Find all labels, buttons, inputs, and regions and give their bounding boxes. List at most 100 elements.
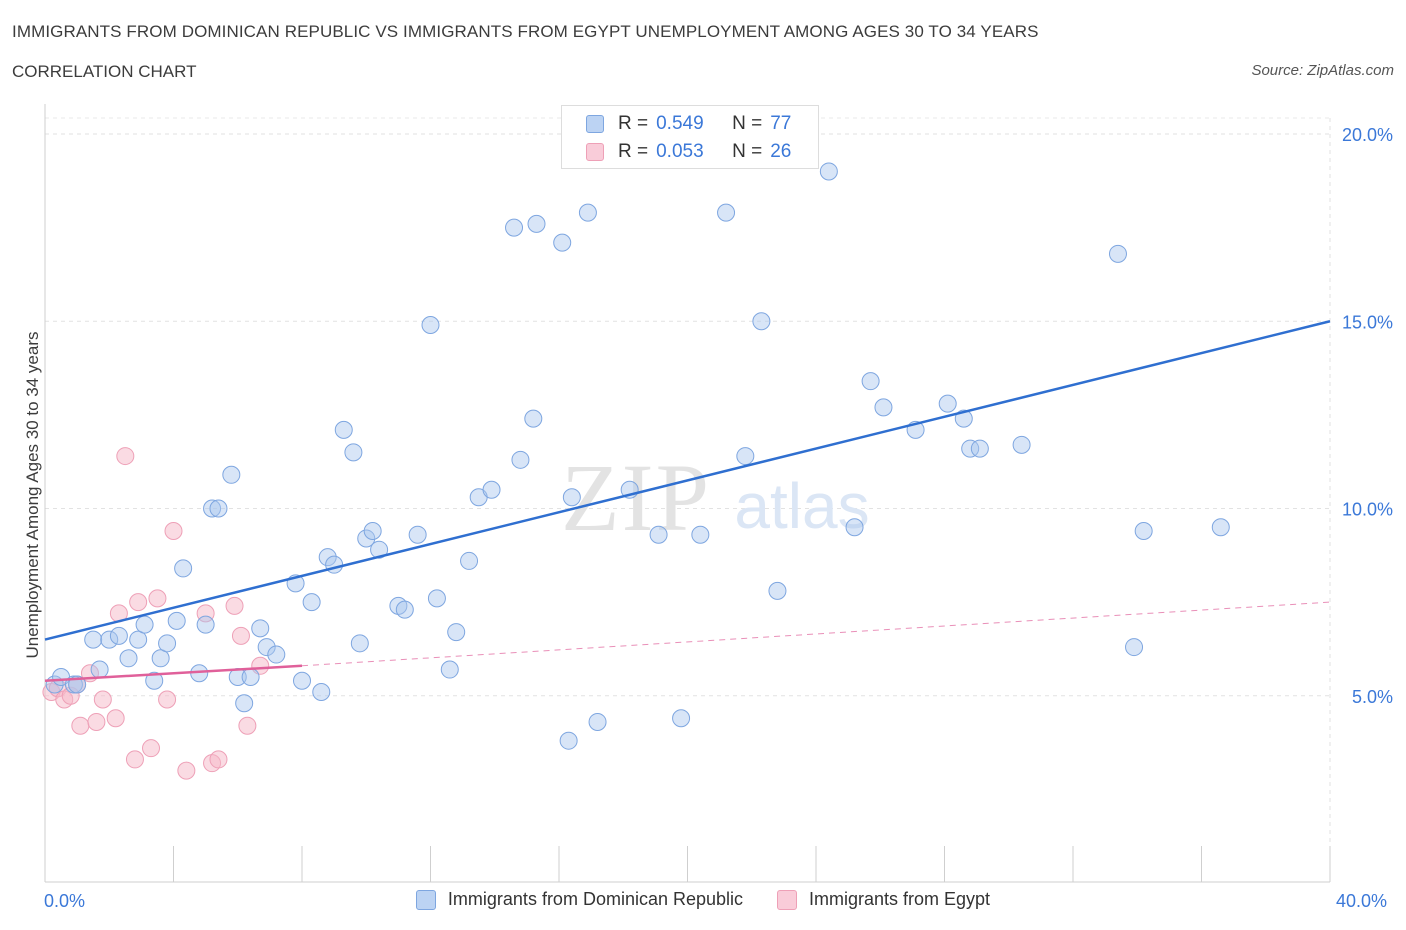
dominican-point (527, 214, 546, 233)
egypt-point (142, 739, 161, 758)
dominican-point (553, 233, 572, 252)
dominican-point (1012, 435, 1031, 454)
dominican-point (672, 709, 691, 728)
dominican-point (970, 439, 989, 458)
chart-title: IMMIGRANTS FROM DOMINICAN REPUBLIC VS IM… (12, 22, 1039, 41)
egypt-point (148, 589, 167, 608)
dominican-points (45, 162, 1230, 750)
dominican-point (524, 409, 543, 428)
n-value: 77 (770, 113, 792, 134)
egypt-trend-line (44, 664, 303, 683)
egypt-point (93, 690, 112, 709)
dominican-point (129, 630, 148, 649)
dominican-point (109, 626, 128, 645)
bottom-legend: Immigrants from Dominican Republic Immig… (0, 889, 1406, 910)
r-label: R = (618, 141, 649, 162)
dominican-point (736, 447, 755, 466)
egypt-swatch (586, 143, 604, 161)
r-value: 0.549 (656, 113, 704, 134)
dominican-point (209, 499, 228, 518)
dominican-point (350, 634, 369, 653)
dominican-point (505, 218, 524, 237)
trend-lines (44, 320, 1331, 683)
dominican-point (938, 394, 957, 413)
dominican-point (578, 203, 597, 222)
egypt-point (209, 750, 228, 769)
stats-legend: R = 0.549 N = 77 R = 0.053 N = 26 (561, 105, 819, 169)
dominican-point (318, 548, 337, 567)
dominican-point (344, 443, 363, 462)
dominican-point (235, 694, 254, 713)
dominican-point (1125, 638, 1144, 657)
dominican-point (861, 372, 880, 391)
dominican-point (717, 203, 736, 222)
egypt-point (106, 709, 125, 728)
r-value: 0.053 (656, 141, 704, 162)
dominican-swatch (586, 115, 604, 133)
n-label: N = (732, 141, 763, 162)
dominican-point (222, 465, 241, 484)
egypt-point (87, 712, 106, 731)
dominican-point (421, 315, 440, 334)
egypt-point (125, 750, 144, 769)
egypt-legend-swatch (777, 889, 798, 910)
dominican-point (312, 683, 331, 702)
dominican-point (241, 668, 260, 687)
x-tick-label-min: 0.0% (44, 891, 86, 911)
dominican-point (293, 671, 311, 690)
dominican-point (119, 649, 138, 668)
dominican-point (334, 420, 353, 439)
y-axis-label: Unemployment Among Ages 30 to 34 years (23, 331, 42, 659)
dominican-point (151, 649, 170, 668)
dominican-point (370, 540, 389, 559)
dominican-legend-swatch (415, 889, 436, 910)
egypt-point (129, 593, 148, 612)
r-label: R = (618, 113, 649, 134)
egypt-point (238, 716, 257, 735)
egypt-point (225, 596, 244, 615)
dominican-point (845, 518, 864, 537)
egypt-point (164, 521, 183, 540)
dominican-point (395, 600, 414, 619)
dominican-point (363, 521, 382, 540)
watermark-atlas: atlas (734, 470, 869, 542)
legend-label-egypt: Immigrants from Egypt (809, 889, 991, 909)
dominican-point (768, 581, 787, 600)
chart-subtitle: CORRELATION CHART (12, 62, 197, 81)
x-tick-label-max: 40.0% (1336, 891, 1388, 911)
stats-row-egypt: R = 0.053 N = 26 (586, 140, 791, 164)
egypt-point (231, 626, 250, 645)
y-tick-label: 5.0% (1352, 687, 1393, 707)
dominican-point (302, 593, 321, 612)
dominican-point (90, 660, 109, 679)
dominican-point (447, 623, 466, 642)
stats-row-dominican: R = 0.549 N = 77 (586, 112, 791, 136)
dominican-point (257, 638, 276, 657)
dominican-point (158, 634, 177, 653)
dominican-point (167, 611, 186, 630)
y-tick-labels: 5.0% 10.0% 15.0% 20.0% (1342, 125, 1393, 707)
egypt-point (71, 716, 90, 735)
egypt-trend-extension (301, 601, 1331, 667)
dominican-point (1211, 518, 1230, 537)
dominican-point (588, 712, 607, 731)
dominican-point (752, 312, 771, 331)
dominican-point (267, 645, 286, 664)
dominican-point (251, 619, 270, 638)
n-value: 26 (770, 141, 792, 162)
dominican-point (440, 660, 459, 679)
dominican-point (874, 398, 893, 417)
dominican-point (145, 671, 164, 690)
axes (44, 104, 1331, 883)
dominican-point (427, 589, 446, 608)
dominican-point (961, 439, 980, 458)
dominican-point (482, 480, 501, 499)
dominican-point (649, 525, 668, 544)
dominican-point (511, 450, 530, 469)
egypt-point (116, 447, 135, 466)
watermark-zip: ZIP (561, 444, 711, 551)
dominican-trend-line (44, 320, 1331, 641)
dominican-point (357, 529, 376, 548)
dominican-point (174, 559, 193, 578)
